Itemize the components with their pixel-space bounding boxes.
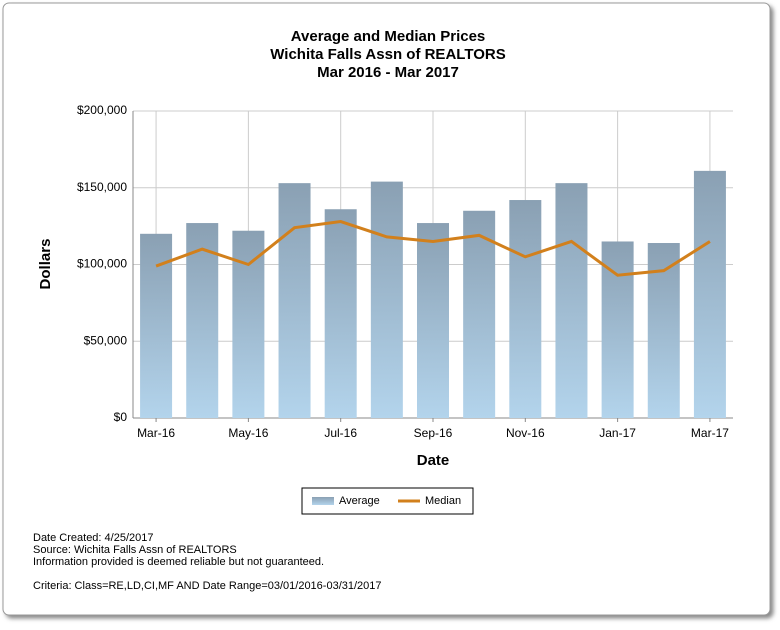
x-tick-label: Jan-17 <box>599 426 636 440</box>
x-tick-label: May-16 <box>228 426 268 440</box>
bar <box>509 200 542 418</box>
x-axis-title: Date <box>417 452 450 469</box>
legend-swatch <box>312 497 334 505</box>
bar <box>232 230 265 418</box>
y-tick-label: $200,000 <box>77 103 127 117</box>
y-tick-label: $100,000 <box>77 257 127 271</box>
bar <box>417 223 449 418</box>
legend-label: Median <box>425 495 461 507</box>
bar <box>693 170 726 418</box>
bar <box>278 183 311 418</box>
legend-label: Average <box>339 495 380 507</box>
x-tick-label: Mar-17 <box>691 426 729 440</box>
x-tick-label: Nov-16 <box>506 426 545 440</box>
footer-line: Date Created: 4/25/2017 <box>33 532 153 544</box>
bar <box>463 210 496 418</box>
y-tick-label: $50,000 <box>84 333 128 347</box>
bar <box>555 183 588 418</box>
y-tick-label: $0 <box>114 410 128 424</box>
bar <box>370 181 403 418</box>
x-tick-label: Sep-16 <box>414 426 453 440</box>
footer-line: Information provided is deemed reliable … <box>33 556 324 568</box>
footer-line: Source: Wichita Falls Assn of REALTORS <box>33 544 237 556</box>
bar <box>324 209 357 418</box>
y-axis-title: Dollars <box>37 239 54 290</box>
line <box>155 219 711 277</box>
x-tick-label: Mar-16 <box>137 426 175 440</box>
bar <box>186 223 219 418</box>
bar <box>601 241 634 418</box>
chart-subtitle: Mar 2016 - Mar 2017 <box>317 64 459 81</box>
chart-title: Average and Median Prices <box>291 28 486 45</box>
chart-subtitle: Wichita Falls Assn of REALTORS <box>270 46 505 63</box>
x-tick-label: Jul-16 <box>324 426 357 440</box>
footer-line: Criteria: Class=RE,LD,CI,MF AND Date Ran… <box>33 580 382 592</box>
y-tick-label: $150,000 <box>77 180 127 194</box>
